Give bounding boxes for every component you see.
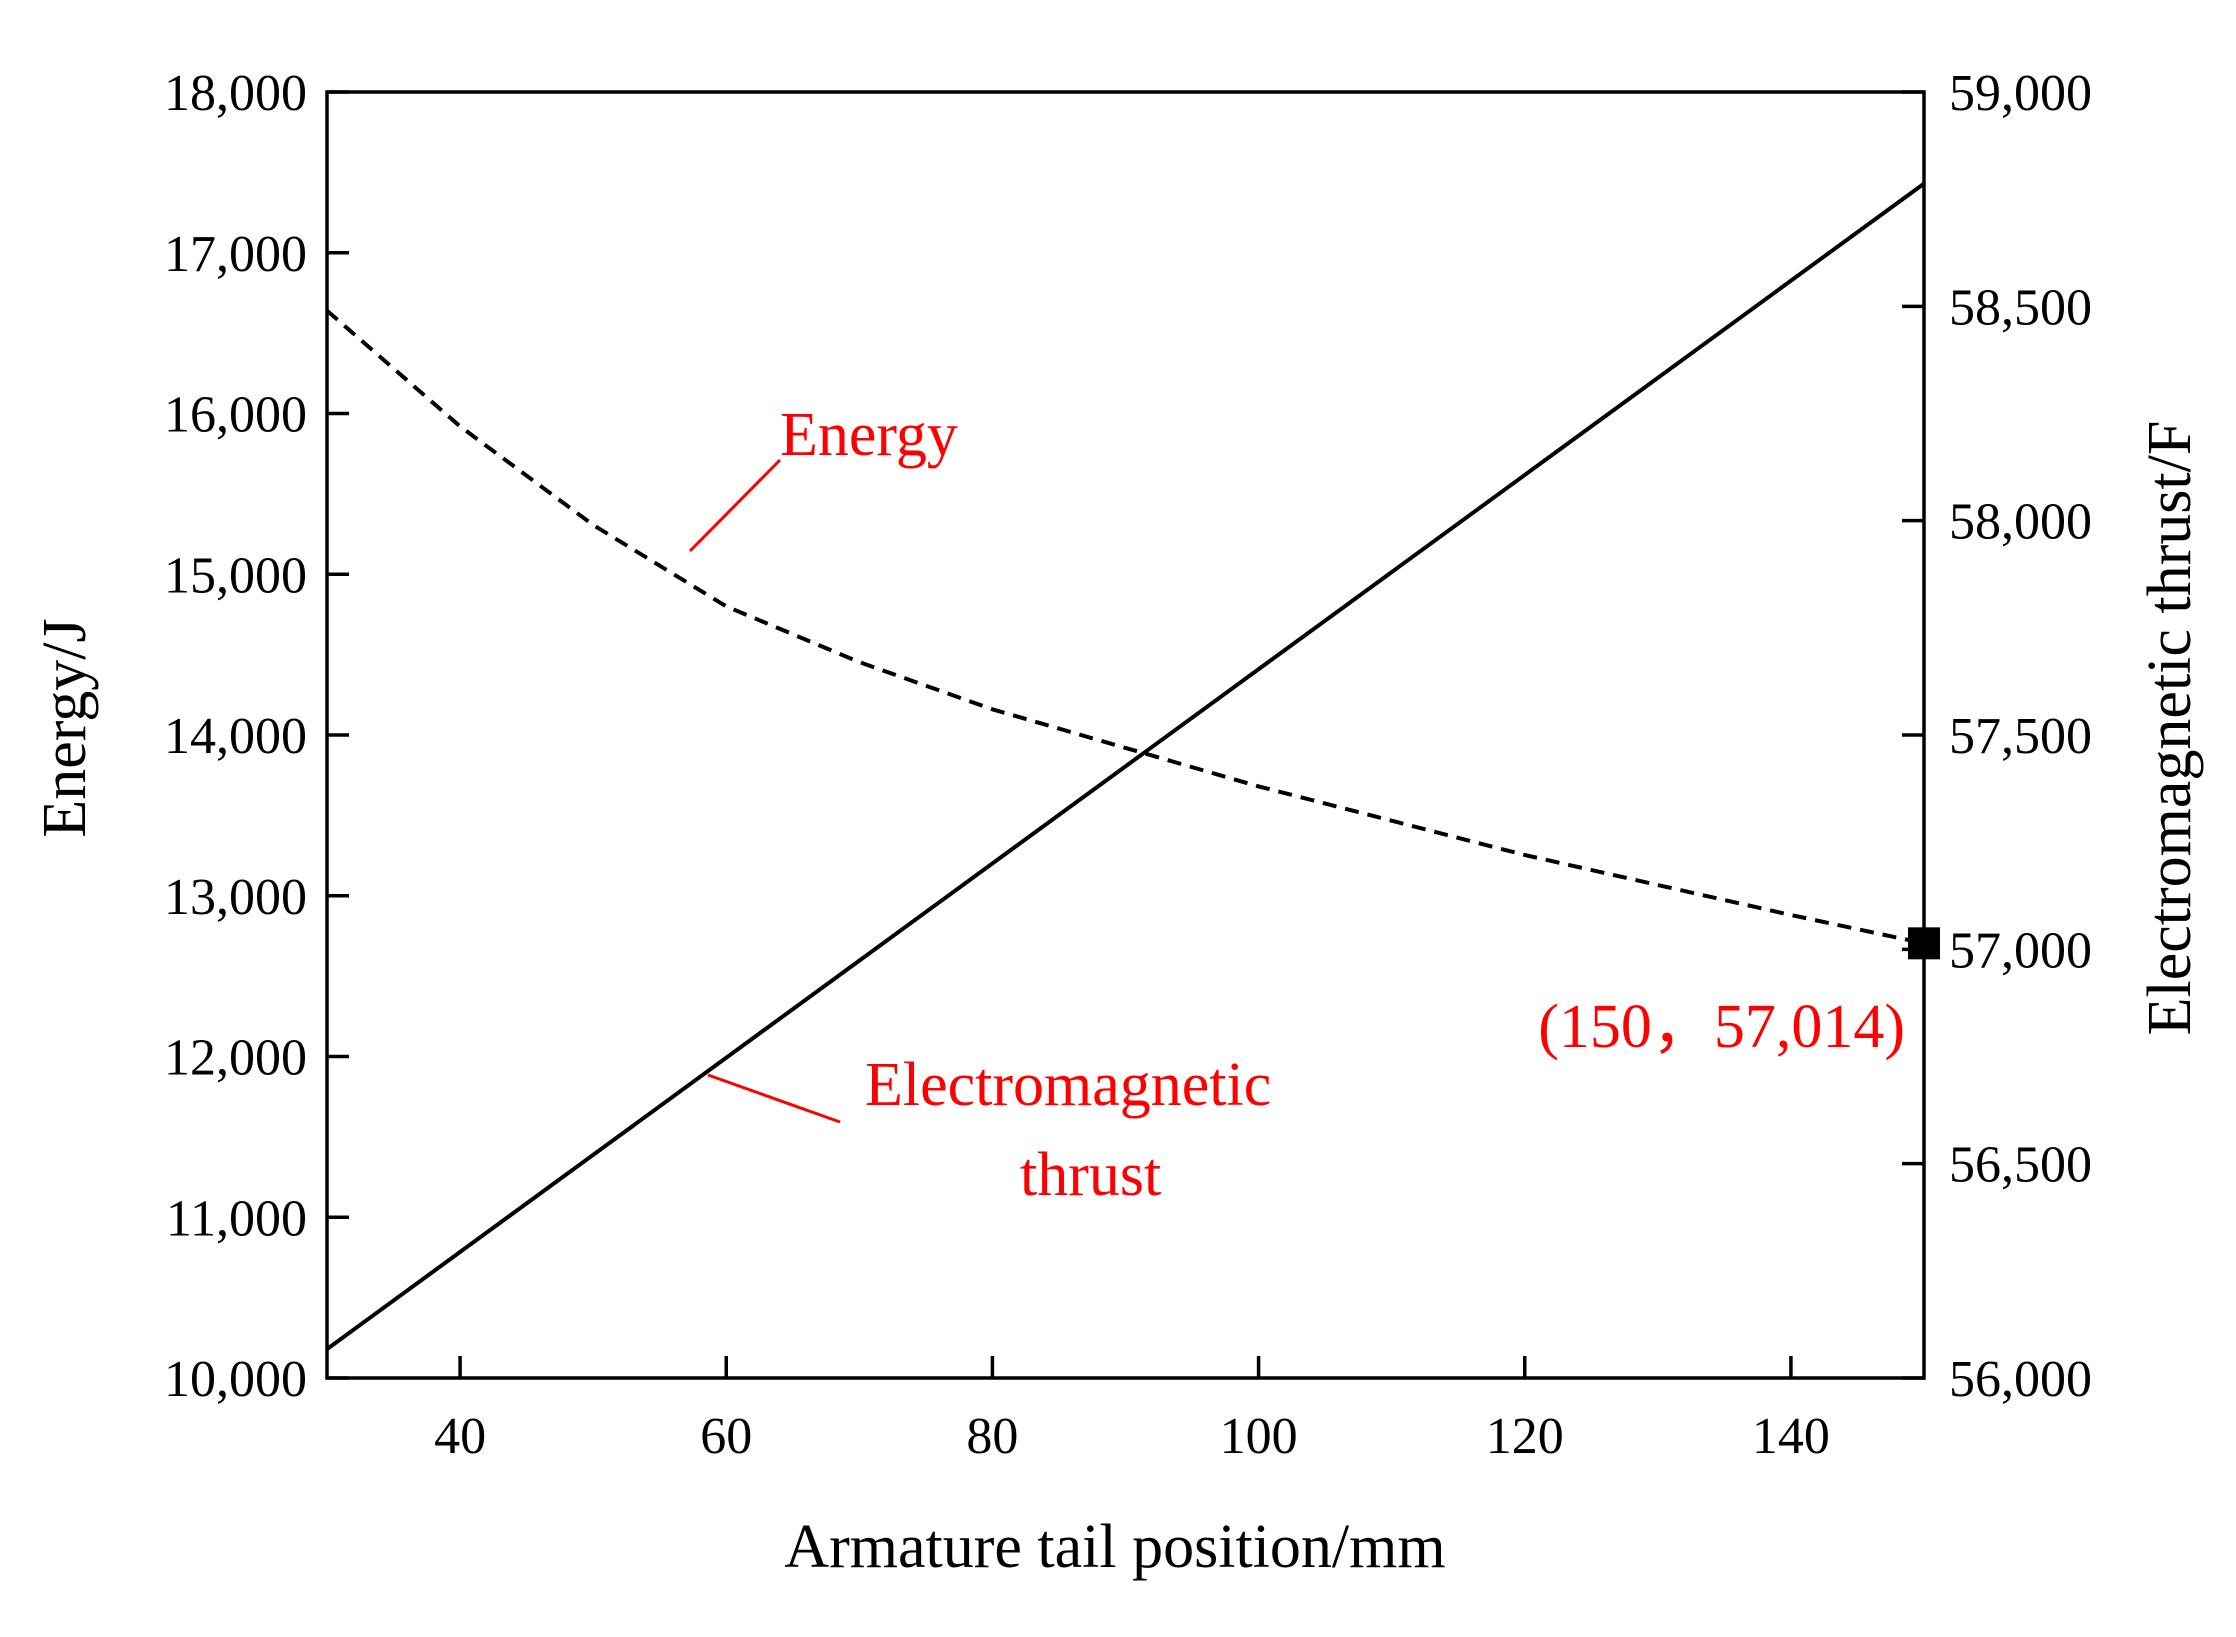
left-tick-label: 17,000 [164, 226, 307, 283]
x-tick-label: 100 [1220, 1408, 1298, 1465]
right-axis-title: Electromagnetic thrust/F [2136, 421, 2204, 1036]
x-tick-label: 80 [966, 1408, 1018, 1465]
right-tick-label: 56,500 [1949, 1137, 2092, 1194]
x-tick-label: 140 [1752, 1408, 1830, 1465]
plot-frame [325, 90, 1926, 1380]
energy-annotation: Energy [780, 401, 958, 469]
left-tick-label: 14,000 [164, 708, 307, 765]
x-tick-label: 120 [1486, 1408, 1564, 1465]
left-tick-label: 13,000 [164, 869, 307, 926]
right-tick-label: 59,000 [1949, 65, 2092, 122]
right-tick-label: 58,500 [1949, 279, 2092, 336]
right-tick-label: 58,000 [1949, 494, 2092, 551]
electromagnetic-thrust-series-line [325, 181, 1926, 1351]
left-tick-label: 16,000 [164, 387, 307, 444]
x-axis-title: Armature tail position/mm [784, 1513, 1445, 1581]
left-tick-label: 18,000 [164, 65, 307, 122]
x-axis-ticks: 40 60 80 100 120 140 [434, 1356, 1830, 1465]
x-tick-label: 40 [434, 1408, 486, 1465]
right-tick-label: 57,000 [1949, 922, 2092, 979]
right-tick-label: 56,000 [1949, 1351, 2092, 1408]
right-axis-ticks: 56,000 56,500 57,000 57,500 58,000 58,500 59,0… [1902, 65, 2092, 1408]
left-axis-ticks: 10,000 11,000 12,000 13,000 14,000 15,000 16,0… [164, 65, 349, 1408]
thrust-annotation-line-2: thrust [1020, 1141, 1161, 1209]
x-tick-label: 60 [700, 1408, 752, 1465]
endpoint-annotation: (150，57,014) [1538, 993, 1905, 1061]
thrust-annotation-leader [707, 1073, 841, 1124]
thrust-annotation-line-1: Electromagnetic [865, 1051, 1271, 1119]
left-tick-label: 12,000 [164, 1030, 307, 1087]
right-tick-label: 57,500 [1949, 708, 2092, 765]
energy-annotation-leader [688, 458, 782, 553]
energy-series-line [325, 309, 1925, 946]
left-tick-label: 10,000 [164, 1351, 307, 1408]
left-tick-label: 15,000 [164, 547, 307, 604]
left-tick-label: 11,000 [166, 1190, 307, 1247]
left-axis-title: Energy/J [31, 618, 99, 837]
